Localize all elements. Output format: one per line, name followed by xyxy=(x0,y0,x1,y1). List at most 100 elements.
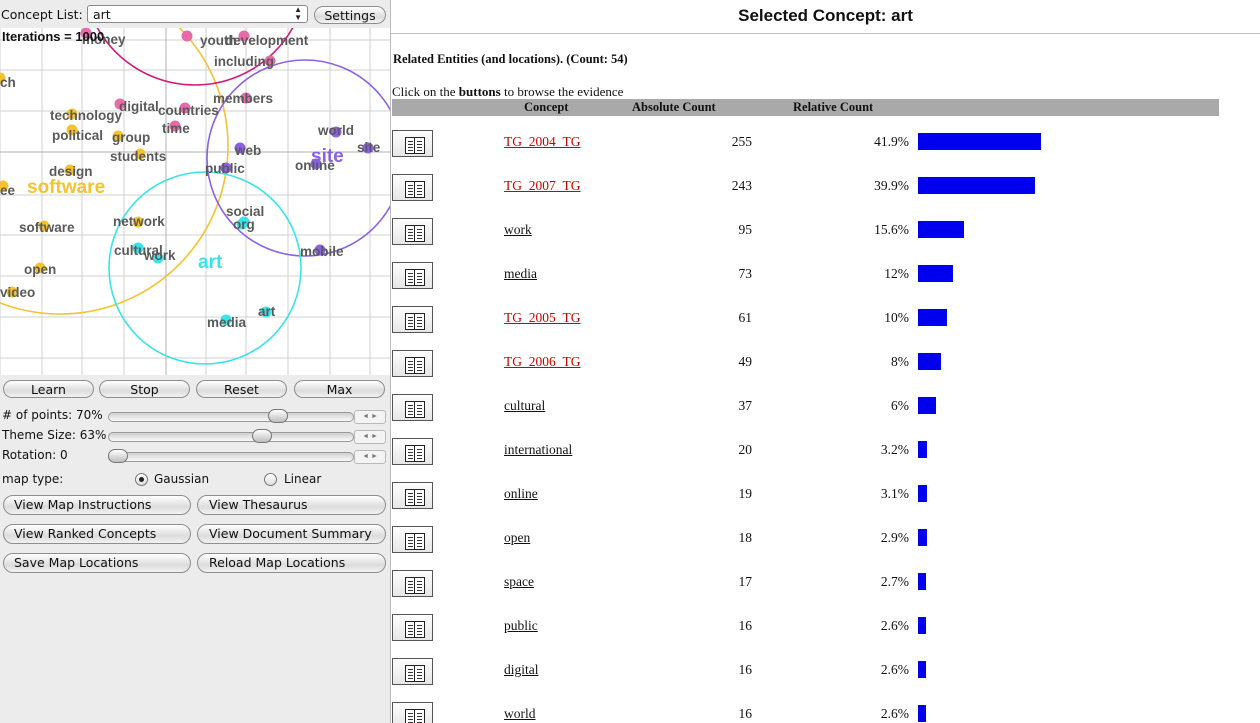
slider-arrows-icon[interactable]: ◄ ► xyxy=(354,450,386,464)
concept-label-org[interactable]: org xyxy=(233,217,255,232)
concept-dot-cultural[interactable] xyxy=(132,242,144,254)
concept-dot-development[interactable] xyxy=(238,30,250,42)
concept-link[interactable]: space xyxy=(504,574,534,589)
concept-dot-mobile[interactable] xyxy=(314,244,326,256)
concept-label-ee[interactable]: ee xyxy=(0,183,16,198)
concept-link[interactable]: TG_2005_TG xyxy=(504,310,581,325)
concept-link[interactable]: TG_2004_TG xyxy=(504,134,581,149)
concept-dot-public[interactable] xyxy=(220,162,232,174)
evidence-button[interactable] xyxy=(392,394,433,421)
points-slider[interactable]: ◄ ► xyxy=(108,409,388,424)
concept-label-countries[interactable]: countries xyxy=(158,103,219,118)
evidence-button[interactable] xyxy=(392,218,433,245)
evidence-button[interactable] xyxy=(392,306,433,333)
concept-link[interactable]: public xyxy=(504,618,538,633)
concept-label-software[interactable]: software xyxy=(19,220,75,235)
concept-link[interactable]: TG_2007_TG xyxy=(504,178,581,193)
concept-dot-network[interactable] xyxy=(132,216,144,228)
concept-label-online[interactable]: online xyxy=(295,158,335,173)
evidence-button[interactable] xyxy=(392,658,433,685)
settings-button[interactable]: Settings xyxy=(314,6,386,24)
slider-thumb[interactable] xyxy=(267,409,288,423)
concept-dot-work[interactable] xyxy=(152,252,164,264)
linear-radio[interactable] xyxy=(264,473,277,486)
save-map-locations-button[interactable]: Save Map Locations xyxy=(3,553,191,573)
rotation-slider[interactable]: ◄ ► xyxy=(108,449,388,464)
concept-label-work[interactable]: work xyxy=(143,248,176,263)
gaussian-radio[interactable] xyxy=(135,473,148,486)
concept-link[interactable]: work xyxy=(504,222,532,237)
concept-dot-youth[interactable] xyxy=(181,30,193,42)
concept-label-network[interactable]: network xyxy=(113,214,165,229)
concept-label-digital[interactable]: digital xyxy=(119,99,159,114)
concept-dot-ch[interactable] xyxy=(0,72,6,84)
concept-dot-open[interactable] xyxy=(34,262,46,274)
concept-label-world[interactable]: world xyxy=(317,123,354,138)
concept-label-technology[interactable]: technology xyxy=(50,108,122,123)
evidence-button[interactable] xyxy=(392,570,433,597)
concept-label-public[interactable]: public xyxy=(205,161,245,176)
slider-arrows-icon[interactable]: ◄ ► xyxy=(354,410,386,424)
concept-dot-group[interactable] xyxy=(112,130,124,142)
theme-label-software[interactable]: software xyxy=(27,177,105,198)
concept-label-cultural[interactable]: cultural xyxy=(114,243,163,258)
theme-circle-art[interactable] xyxy=(108,171,302,365)
evidence-button[interactable] xyxy=(392,526,433,553)
concept-label-including[interactable]: including xyxy=(214,54,274,69)
concept-dot-media[interactable] xyxy=(220,314,232,326)
learn-button[interactable]: Learn xyxy=(3,380,94,398)
concept-label-time[interactable]: time xyxy=(162,121,190,136)
concept-label-web[interactable]: web xyxy=(234,143,261,158)
slider-arrows-icon[interactable]: ◄ ► xyxy=(354,430,386,444)
concept-select[interactable]: art ▲ ▼ xyxy=(87,5,308,23)
concept-dot-technology[interactable] xyxy=(66,108,78,120)
concept-dot-design[interactable] xyxy=(64,164,76,176)
concept-link[interactable]: TG_2006_TG xyxy=(504,354,581,369)
concept-dot-art[interactable] xyxy=(260,306,272,318)
concept-label-video[interactable]: video xyxy=(0,285,35,300)
reset-button[interactable]: Reset xyxy=(196,380,287,398)
theme-circle-software[interactable] xyxy=(0,28,229,315)
evidence-button[interactable] xyxy=(392,438,433,465)
view-document-summary-button[interactable]: View Document Summary xyxy=(197,524,386,544)
max-button[interactable]: Max xyxy=(294,380,385,398)
concept-label-money[interactable]: money xyxy=(82,32,126,47)
concept-link[interactable]: online xyxy=(504,486,538,501)
concept-link[interactable]: world xyxy=(504,706,536,721)
evidence-button[interactable] xyxy=(392,262,433,289)
concept-dot-online[interactable] xyxy=(310,158,322,170)
concept-label-political[interactable]: political xyxy=(52,128,103,143)
concept-map[interactable]: money youth development including ch technolo… xyxy=(0,28,390,375)
concept-dot-ee[interactable] xyxy=(0,180,9,192)
evidence-button[interactable] xyxy=(392,130,433,157)
concept-dot-org[interactable] xyxy=(236,218,248,230)
concept-link[interactable]: open xyxy=(504,530,531,545)
concept-label-media[interactable]: media xyxy=(207,315,247,330)
evidence-button[interactable] xyxy=(392,350,433,377)
concept-dot-money[interactable] xyxy=(80,28,92,39)
concept-dot-students[interactable] xyxy=(134,148,146,160)
concept-dot-countries[interactable] xyxy=(179,102,191,114)
reload-map-locations-button[interactable]: Reload Map Locations xyxy=(197,553,386,573)
concept-dot-political[interactable] xyxy=(66,124,78,136)
concept-link[interactable]: cultural xyxy=(504,398,546,413)
theme-circle-development[interactable] xyxy=(83,28,307,86)
concept-link[interactable]: media xyxy=(504,266,537,281)
concept-dot-including[interactable] xyxy=(264,55,276,67)
concept-dot-time[interactable] xyxy=(169,120,181,132)
concept-label-youth[interactable]: youth xyxy=(200,33,237,48)
concept-label-members[interactable]: members xyxy=(213,91,273,106)
slider-thumb[interactable] xyxy=(251,429,272,443)
stop-button[interactable]: Stop xyxy=(99,380,190,398)
concept-label-students[interactable]: students xyxy=(110,149,166,164)
concept-dot-members[interactable] xyxy=(240,92,252,104)
view-map-instructions-button[interactable]: View Map Instructions xyxy=(3,495,191,515)
concept-label-design[interactable]: design xyxy=(49,164,93,179)
evidence-button[interactable] xyxy=(392,614,433,641)
view-thesaurus-button[interactable]: View Thesaurus xyxy=(197,495,386,515)
concept-dot-digital[interactable] xyxy=(114,98,126,110)
theme-label-art[interactable]: art xyxy=(198,252,223,273)
evidence-button[interactable] xyxy=(392,174,433,201)
evidence-button[interactable] xyxy=(392,482,433,509)
concept-link[interactable]: international xyxy=(504,442,573,457)
